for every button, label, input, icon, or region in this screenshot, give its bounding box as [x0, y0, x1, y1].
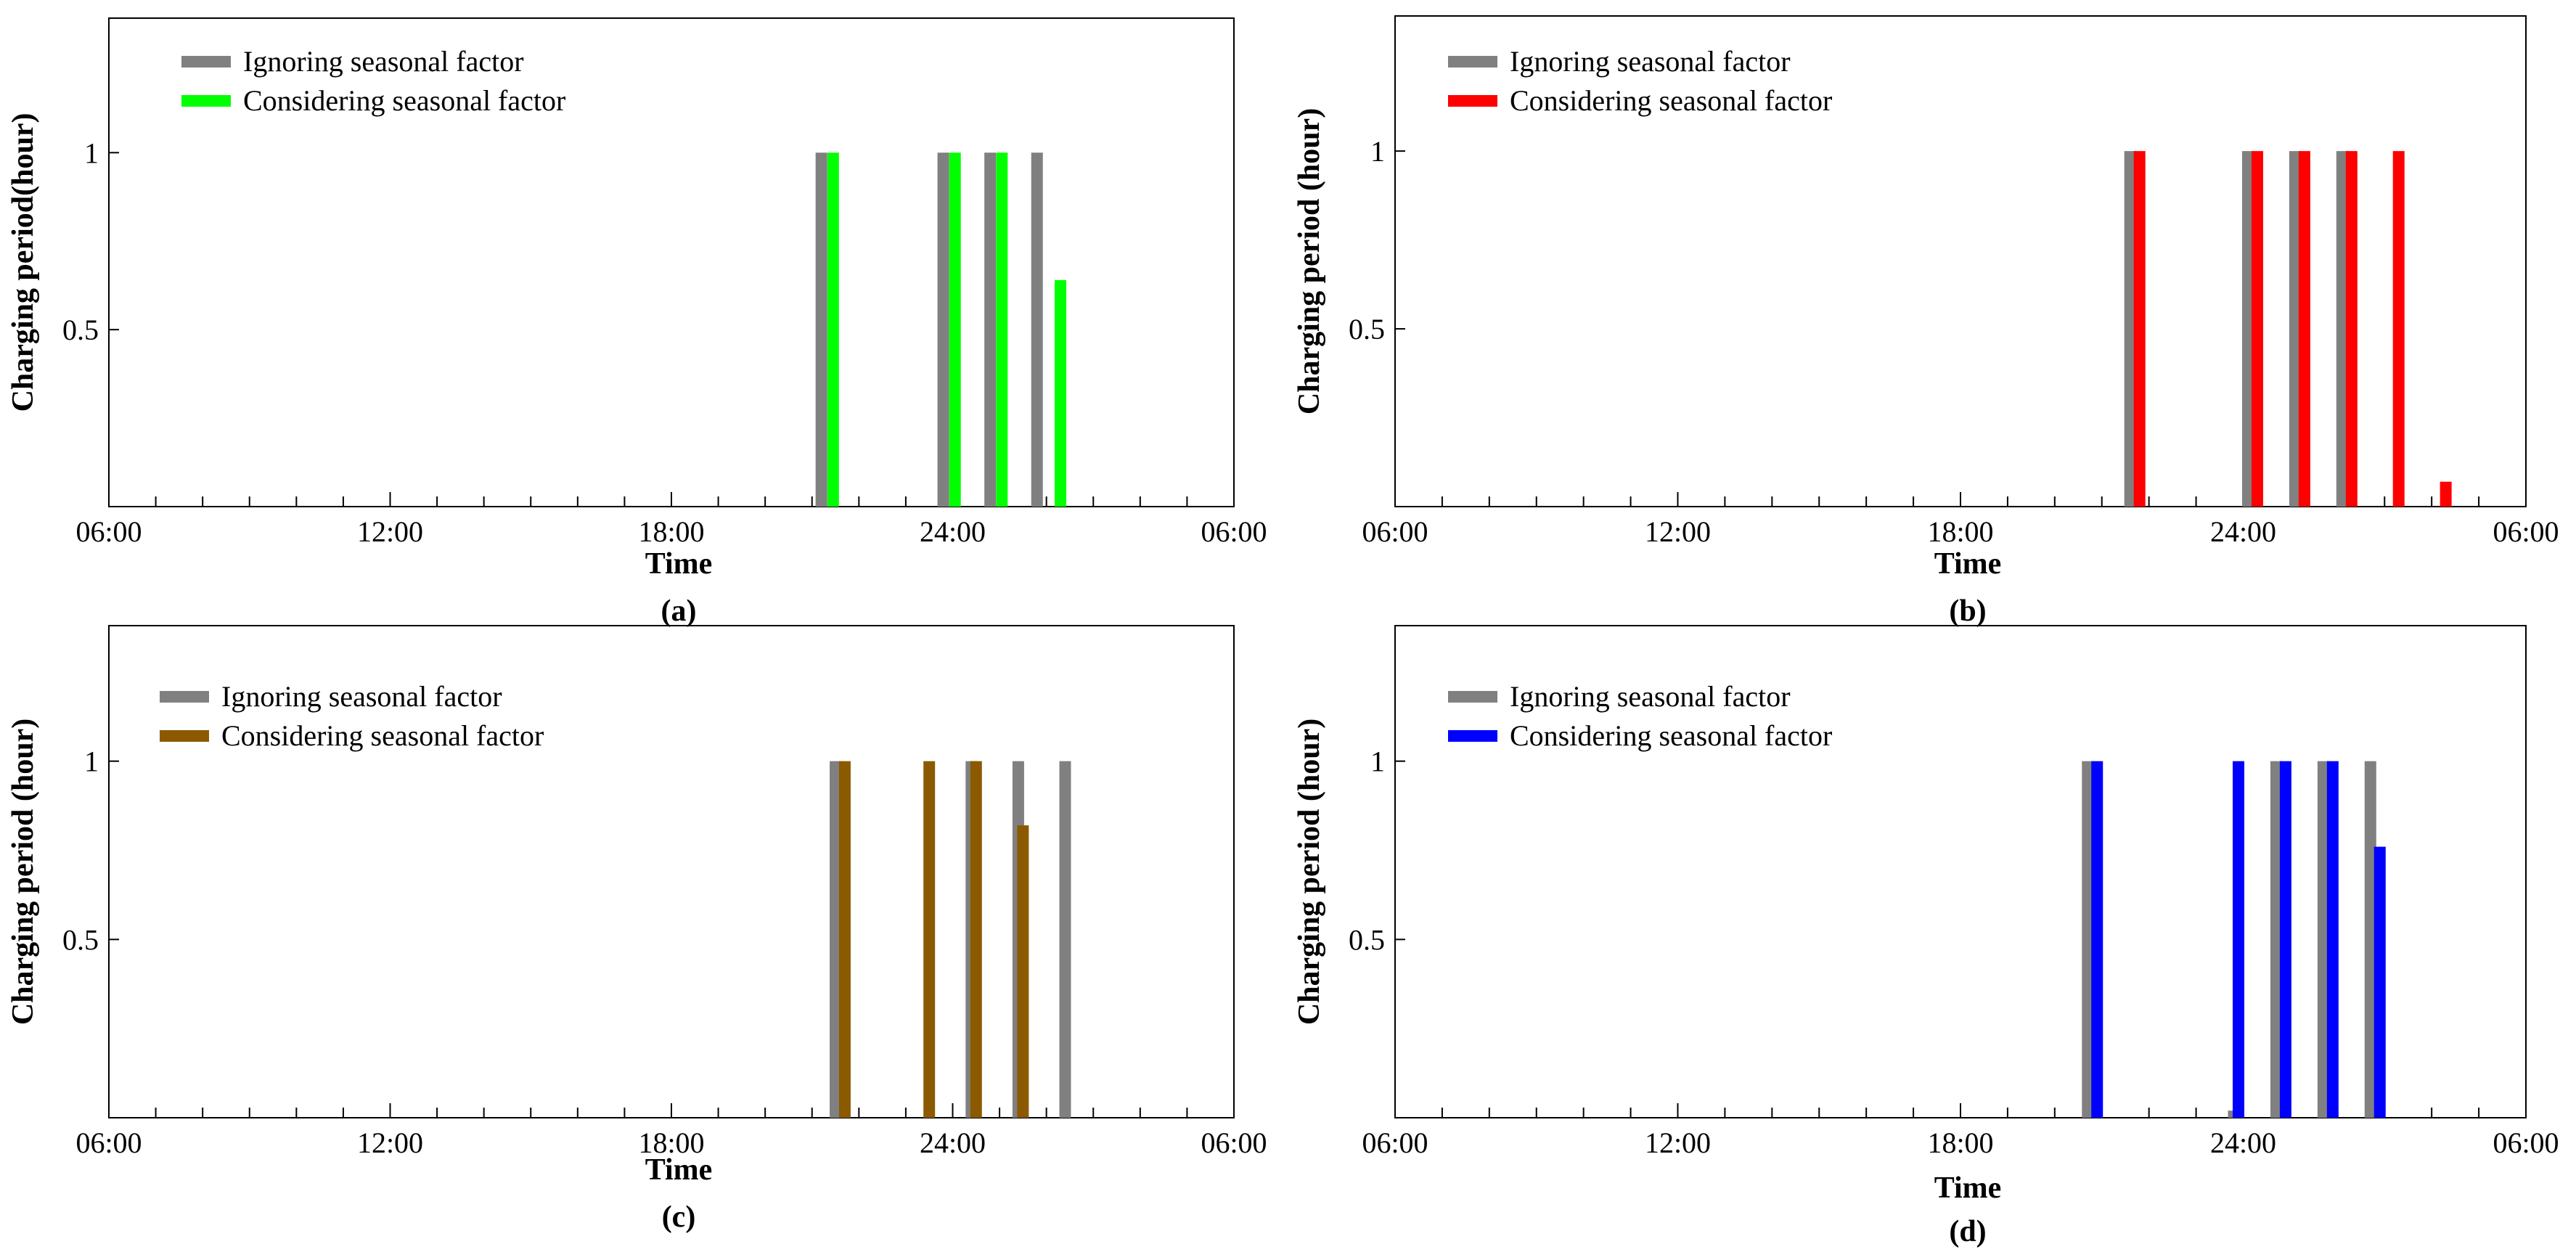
bar-ignoring — [984, 152, 997, 507]
panel-label: (c) — [662, 1200, 696, 1234]
panel-c: 06:00 12:00 18:00 24:00 06:00 1 0.5 Charging pe… — [7, 625, 1267, 1234]
bar-ignoring — [2124, 151, 2136, 507]
legend-swatch — [1448, 691, 1497, 703]
bar-ignoring — [2336, 151, 2348, 507]
panel-b: 06:00 12:00 18:00 24:00 06:00 1 0.5 Charging pe… — [1293, 15, 2559, 628]
bar-considering — [2373, 846, 2386, 1118]
bar-considering — [1017, 825, 1029, 1118]
legend-swatch — [160, 730, 209, 742]
x-tick-label: 18:00 — [638, 1126, 704, 1159]
x-tick-label: 18:00 — [1927, 1126, 1993, 1159]
x-axis-title: Time — [1934, 1171, 2002, 1205]
y-axis-title: Charging period (hour) — [1293, 108, 1326, 414]
x-tick-label: 18:00 — [1927, 515, 1993, 548]
bar-ignoring — [2241, 151, 2254, 507]
panel-a: 06:00 12:00 18:00 24:00 06:00 1 0.5 Charging pe… — [7, 17, 1267, 628]
y-tick-label: 0.5 — [62, 923, 99, 956]
bar-ignoring — [1031, 152, 1043, 507]
y-tick-label: 1 — [84, 136, 99, 169]
x-tick-label: 12:00 — [357, 1126, 423, 1159]
bar-considering — [2091, 761, 2103, 1118]
bar-ignoring — [2082, 761, 2094, 1118]
y-tick-label: 0.5 — [1349, 923, 1385, 956]
bar-considering — [2326, 761, 2339, 1118]
bar-ignoring — [830, 761, 842, 1118]
bar-ignoring — [937, 152, 949, 507]
x-tick-label: 24:00 — [920, 515, 986, 548]
bar-considering — [2133, 151, 2146, 507]
y-tick-label: 1 — [84, 745, 99, 778]
legend-swatch — [181, 95, 231, 107]
bar-considering — [949, 152, 961, 507]
bar-considering — [2345, 151, 2358, 507]
bar-considering — [827, 152, 839, 507]
legend-swatch — [160, 691, 209, 703]
panel-label: (d) — [1949, 1215, 1986, 1248]
y-tick-label: 1 — [1370, 745, 1385, 778]
x-tick-label: 06:00 — [2493, 1126, 2559, 1159]
bar-considering — [838, 761, 851, 1118]
x-tick-label: 06:00 — [1201, 515, 1267, 548]
x-tick-label: 06:00 — [75, 515, 142, 548]
bar-ignoring — [2364, 761, 2376, 1118]
bar-considering — [2233, 761, 2245, 1118]
legend-swatch — [1448, 56, 1497, 68]
x-tick-label: 12:00 — [1645, 515, 1711, 548]
x-tick-label: 24:00 — [2210, 515, 2276, 548]
legend-label: Considering seasonal factor — [243, 84, 565, 117]
x-axis-title: Time — [1934, 547, 2002, 581]
bar-considering — [2440, 481, 2452, 507]
x-tick-label: 18:00 — [638, 515, 704, 548]
x-tick-label: 06:00 — [2493, 515, 2559, 548]
x-tick-label: 06:00 — [1201, 1126, 1267, 1159]
bar-considering — [996, 152, 1008, 507]
bar-considering — [923, 761, 936, 1118]
legend-swatch — [1448, 95, 1497, 107]
y-axis-title: Charging period (hour) — [7, 719, 40, 1025]
legend-label: Considering seasonal factor — [1510, 719, 1832, 752]
x-tick-label: 24:00 — [920, 1126, 986, 1159]
x-tick-label: 06:00 — [1362, 1126, 1428, 1159]
x-axis-title: Time — [645, 547, 713, 581]
legend-swatch — [181, 56, 231, 68]
bar-considering — [2392, 151, 2405, 507]
y-axis-title: Charging period(hour) — [7, 113, 40, 412]
y-tick-label: 1 — [1370, 135, 1385, 168]
legend-label: Ignoring seasonal factor — [221, 680, 502, 713]
bar-considering — [1055, 279, 1067, 507]
x-axis-title: Time — [645, 1153, 713, 1187]
bar-ignoring — [2289, 151, 2301, 507]
legend-label: Considering seasonal factor — [1510, 84, 1832, 117]
x-tick-label: 24:00 — [2210, 1126, 2276, 1159]
y-tick-label: 0.5 — [62, 314, 99, 346]
legend-label: Considering seasonal factor — [221, 719, 544, 752]
bar-ignoring — [2270, 761, 2282, 1118]
legend-label: Ignoring seasonal factor — [1510, 45, 1791, 78]
y-tick-label: 0.5 — [1349, 313, 1385, 345]
bar-ignoring — [2317, 761, 2329, 1118]
bar-considering — [2251, 151, 2263, 507]
x-tick-label: 06:00 — [1362, 515, 1428, 548]
legend-swatch — [1448, 730, 1497, 742]
legend-label: Ignoring seasonal factor — [1510, 680, 1791, 713]
bar-considering — [970, 761, 982, 1118]
legend-label: Ignoring seasonal factor — [243, 45, 524, 78]
x-tick-label: 06:00 — [75, 1126, 142, 1159]
x-tick-label: 12:00 — [357, 515, 423, 548]
panel-d: 06:00 12:00 18:00 24:00 06:00 1 0.5 Charging pe… — [1293, 625, 2559, 1248]
bar-considering — [2298, 151, 2310, 507]
x-tick-label: 12:00 — [1645, 1126, 1711, 1159]
y-axis-title: Charging period (hour) — [1293, 719, 1326, 1025]
panel-label: (b) — [1949, 594, 1986, 628]
bar-ignoring — [815, 152, 827, 507]
bar-ignoring — [1059, 761, 1071, 1118]
bar-considering — [2279, 761, 2291, 1118]
panel-label: (a) — [661, 594, 697, 628]
